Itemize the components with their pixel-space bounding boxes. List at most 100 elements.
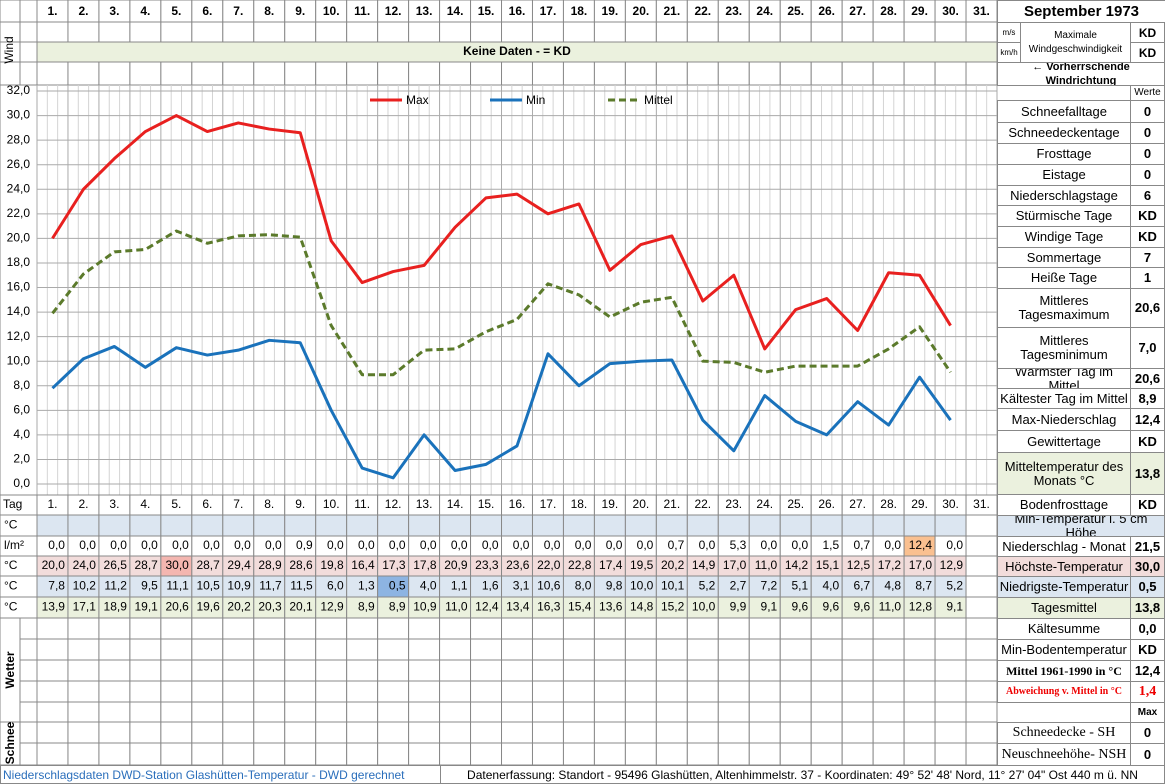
day-label: 22.	[694, 497, 711, 511]
day-label: 9.	[295, 497, 305, 511]
day-header: 4.	[140, 4, 150, 18]
cell	[934, 514, 967, 537]
cell	[315, 514, 348, 537]
legend-label: Mittel	[644, 93, 673, 107]
cell	[408, 617, 441, 640]
cell	[284, 514, 317, 537]
cell	[129, 742, 162, 766]
cell	[501, 61, 533, 86]
cell	[253, 659, 286, 682]
temperature-value: 4,8	[884, 579, 901, 593]
cell	[562, 721, 595, 744]
cell	[36, 61, 69, 86]
stat-value: KD	[1130, 639, 1165, 661]
temperature-value: 9,1	[946, 600, 963, 614]
cell	[439, 638, 472, 661]
wind-value: KD	[1130, 42, 1165, 63]
cell	[315, 659, 348, 682]
cell	[593, 21, 626, 43]
cell	[408, 514, 441, 537]
cell	[717, 742, 750, 766]
cell	[408, 742, 441, 766]
cell	[408, 721, 441, 744]
temperature-value: 11,5	[290, 579, 313, 593]
cell	[841, 514, 874, 537]
stat-value: 13,8	[1130, 597, 1165, 619]
cell	[439, 659, 472, 682]
cell	[36, 514, 69, 537]
stat-label: Stürmische Tage	[997, 205, 1131, 227]
cell	[810, 617, 843, 640]
cell	[562, 514, 595, 537]
day-header: 31.	[973, 4, 990, 18]
cell	[501, 617, 533, 640]
day-label: Tag	[3, 497, 22, 511]
stat-value: 1,4	[1130, 681, 1165, 703]
cell	[284, 721, 317, 744]
stat-label: Sommertage	[997, 247, 1131, 268]
day-label: 13.	[416, 497, 433, 511]
cell	[841, 742, 874, 766]
cell	[810, 721, 843, 744]
cell	[439, 617, 472, 640]
cell	[19, 61, 38, 86]
day-header: 7.	[233, 4, 243, 18]
stat-label: Bodenfrosttage	[997, 494, 1131, 516]
precipitation-value: 5,3	[730, 538, 747, 552]
precipitation-value: 0,0	[79, 538, 96, 552]
stat-label: Schneedecke - SH	[997, 722, 1131, 744]
temperature-value: 14,9	[692, 558, 716, 572]
temperature-value: 23,3	[475, 558, 499, 572]
cell	[686, 742, 719, 766]
temperature-value: 13,6	[599, 600, 623, 614]
cell	[593, 659, 626, 682]
cell	[160, 61, 193, 86]
cell	[593, 680, 626, 703]
cell	[346, 638, 379, 661]
wind-max-label: Maximale Windgeschwindigkeit	[1020, 22, 1131, 63]
cell	[624, 721, 657, 744]
temperature-value: 11,1	[166, 579, 189, 593]
cell	[934, 659, 967, 682]
cell	[315, 638, 348, 661]
temperature-value: 22,8	[568, 558, 592, 572]
temperature-value: 17,3	[382, 558, 406, 572]
day-label: 5.	[171, 497, 181, 511]
stat-value: 0	[1130, 164, 1165, 186]
day-label: 26.	[818, 497, 835, 511]
y-tick-label: 32,0	[7, 83, 31, 97]
temperature-value: 19,5	[630, 558, 654, 572]
cell	[253, 721, 286, 744]
precipitation-value: 0,0	[884, 538, 901, 552]
cell	[872, 617, 905, 640]
cell	[717, 514, 750, 537]
cell	[872, 514, 905, 537]
wind-unit: m/s	[997, 22, 1021, 43]
cell	[501, 638, 533, 661]
stat-value: 0,0	[1130, 618, 1165, 640]
cell	[36, 701, 69, 723]
cell	[222, 638, 255, 661]
cell	[346, 721, 379, 744]
y-tick-label: 16,0	[7, 280, 31, 294]
cell	[810, 21, 843, 43]
cell	[779, 638, 812, 661]
temperature-value: 26,5	[104, 558, 128, 572]
cell	[717, 701, 750, 723]
day-header: 8.	[264, 4, 274, 18]
precipitation-value: 0,0	[420, 538, 437, 552]
precipitation-value: 0,0	[606, 538, 623, 552]
temperature-value: 18,9	[104, 600, 128, 614]
cell	[779, 659, 812, 682]
no-data-text: Keine Daten - = KD	[463, 44, 571, 58]
cell	[346, 514, 379, 537]
cell	[748, 680, 781, 703]
cell	[934, 617, 967, 640]
cell	[903, 638, 936, 661]
cell	[934, 742, 967, 766]
temperature-value: 20,2	[227, 600, 251, 614]
cell	[624, 61, 657, 86]
cell	[346, 617, 379, 640]
temperature-value: 20,2	[661, 558, 685, 572]
temperature-value: 19,6	[196, 600, 220, 614]
